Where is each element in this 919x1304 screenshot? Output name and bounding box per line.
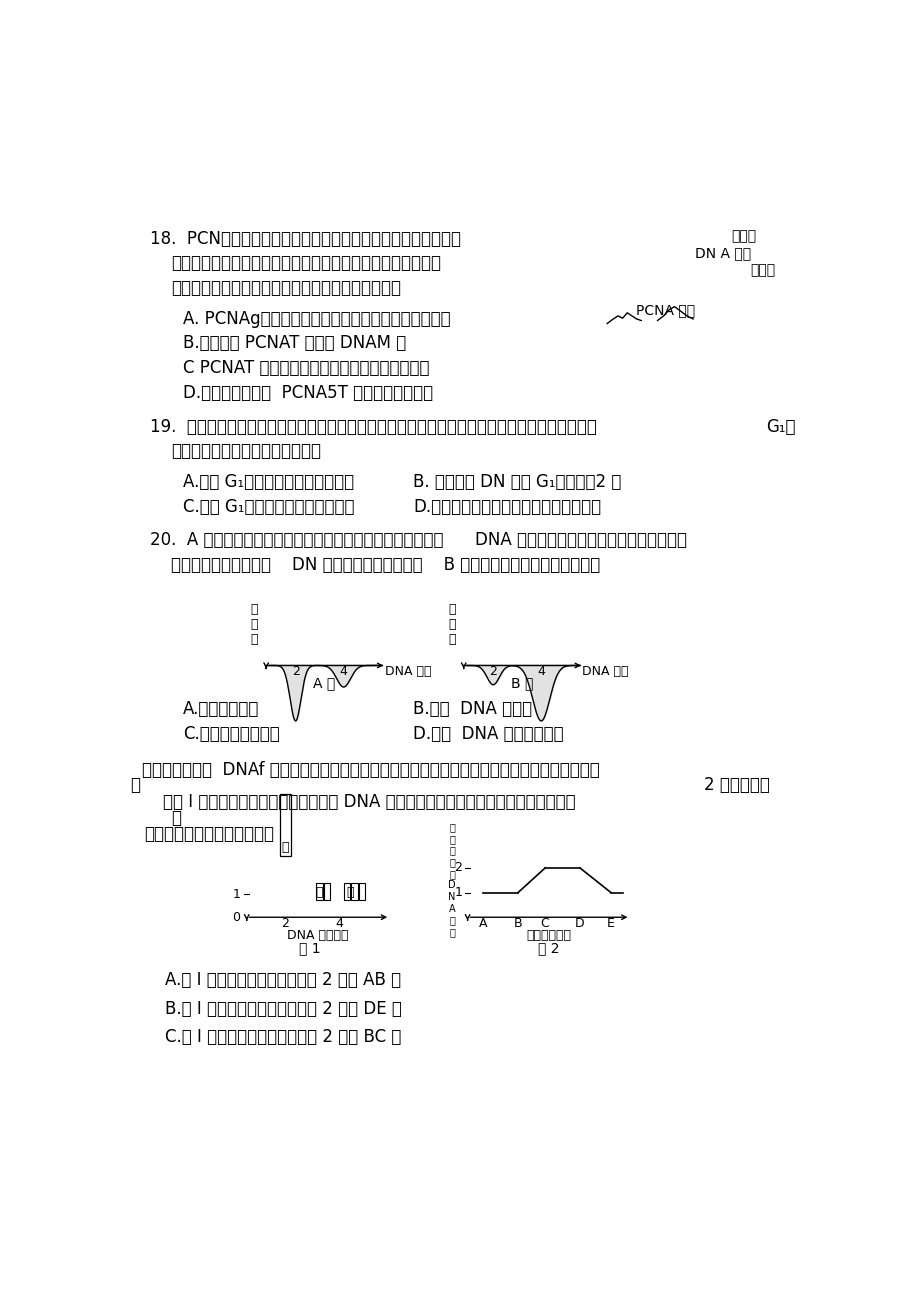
- Text: DN A 含量: DN A 含量: [694, 246, 750, 261]
- Text: 细胞融合后，可能出现的情况是（: 细胞融合后，可能出现的情况是（: [171, 442, 321, 460]
- Text: 1: 1: [454, 887, 461, 898]
- Text: 细
胞
数: 细 胞 数: [448, 604, 456, 647]
- Bar: [316, 883, 323, 900]
- Text: A 图: A 图: [312, 675, 335, 690]
- Bar: [279, 794, 290, 855]
- Text: 4: 4: [537, 665, 545, 678]
- Text: 作为评: 作为评: [750, 263, 775, 278]
- Text: A: A: [479, 917, 487, 930]
- Text: 2: 2: [454, 862, 461, 875]
- Text: 甲: 甲: [281, 841, 289, 854]
- Text: 度在细: 度在细: [731, 230, 755, 244]
- Text: 图 2: 图 2: [538, 941, 559, 956]
- Text: DNA 含量: DNA 含量: [384, 665, 431, 678]
- Text: 19.  分裂期细胞的细胞质中含有一种促进染色质凝集为染色体的物质。将某种动物的分裂期细胞与: 19. 分裂期细胞的细胞质中含有一种促进染色质凝集为染色体的物质。将某种动物的分…: [150, 417, 596, 436]
- Text: 2: 2: [291, 665, 300, 678]
- Text: B 图: B 图: [510, 675, 532, 690]
- Text: 细
胞
数: 细 胞 数: [251, 604, 258, 647]
- Bar: [351, 883, 357, 900]
- Text: D.促进  DNA 匀高度螺旋化: D.促进 DNA 匀高度螺旋化: [413, 725, 563, 743]
- Text: 0: 0: [233, 910, 240, 923]
- Text: B: B: [513, 917, 522, 930]
- Text: 4: 4: [339, 665, 347, 678]
- Text: 20.  A 图表示某种哺乳动物细胞在正常培养时所测得的细胞中      DNA 含量与细胞数的变化。用某种化合物处: 20. A 图表示某种哺乳动物细胞在正常培养时所测得的细胞中 DNA 含量与细胞…: [150, 532, 686, 549]
- Text: D: D: [574, 917, 584, 930]
- Text: A. PCNAg核糖体合成，可能主要在细胞核内发挥作用: A. PCNAg核糖体合成，可能主要在细胞核内发挥作用: [183, 310, 450, 327]
- Text: 18.  PCN幅一类只存在于增殖细胞的阶段性表达的蜗白质，其浓: 18. PCN幅一类只存在于增殖细胞的阶段性表达的蜗白质，其浓: [150, 230, 460, 248]
- Text: A.促进细胞分裂: A.促进细胞分裂: [183, 700, 259, 719]
- Text: 有关图的分析，不正确的是（: 有关图的分析，不正确的是（: [143, 825, 273, 842]
- Text: 理培养着的细胞，结果    DN 處量与细胞数的变化如    B 图所示，该化合物所起的作用是: 理培养着的细胞，结果 DN 處量与细胞数的变化如 B 图所示，该化合物所起的作用…: [171, 556, 599, 574]
- Text: A.图 I 中的乙组细胞全部位于图 2 中的 AB 段: A.图 I 中的乙组细胞全部位于图 2 中的 AB 段: [165, 971, 401, 990]
- Text: B.曲线表明 PCNAT 能辅助 DNAM 制: B.曲线表明 PCNAT 能辅助 DNAM 制: [183, 334, 406, 352]
- Text: ）: ）: [171, 808, 181, 827]
- Text: 1: 1: [233, 888, 240, 901]
- Text: C.图 I 中的丙组细胞全部位于图 2 中的 BC 段: C.图 I 中的丙组细胞全部位于图 2 中的 BC 段: [165, 1028, 402, 1046]
- Text: 卜图 I 所示。根据细胞中每条染色体的 DNA 含量在细胞周期中的变化绘制曲线，如下图: 卜图 I 所示。根据细胞中每条染色体的 DNA 含量在细胞周期中的变化绘制曲线，…: [163, 793, 575, 811]
- Text: 2: 2: [489, 665, 496, 678]
- Text: DNA 相对含量: DNA 相对含量: [287, 928, 348, 941]
- Text: 每
条
染
色
体
D
N
A
含
量: 每 条 染 色 体 D N A 含 量: [448, 823, 456, 936]
- Text: E: E: [607, 917, 614, 930]
- Text: 2 所示。下列: 2 所示。下列: [703, 776, 769, 794]
- Bar: [323, 883, 330, 900]
- Text: 如: 如: [130, 776, 141, 794]
- Text: 4: 4: [335, 917, 344, 930]
- Text: D.融合后两细胞仍按各自的细胞周期运转: D.融合后两细胞仍按各自的细胞周期运转: [413, 498, 601, 515]
- Text: 丙: 丙: [346, 885, 353, 898]
- Text: DNA 含量: DNA 含量: [582, 665, 629, 678]
- Text: 图 1: 图 1: [300, 941, 321, 956]
- Text: A.来自 G₁期细胞的染色质开始复制: A.来自 G₁期细胞的染色质开始复制: [183, 473, 354, 490]
- Text: 2: 2: [281, 917, 289, 930]
- Text: G₁期: G₁期: [766, 417, 795, 436]
- Text: PCNA 谈度: PCNA 谈度: [635, 304, 694, 318]
- Bar: [358, 883, 365, 900]
- Text: D.肝癌病人体内的  PCNA5T 能含量较正常人高: D.肝癌病人体内的 PCNA5T 能含量较正常人高: [183, 383, 433, 402]
- Text: C PCNAT 能与染色体的平均分配到细胞两极有关: C PCNAT 能与染色体的平均分配到细胞两极有关: [183, 359, 429, 377]
- Text: 价细胞增殖状态的一个指标。下列推断错误的是（）: 价细胞增殖状态的一个指标。下列推断错误的是（）: [171, 279, 401, 297]
- Bar: [344, 883, 349, 900]
- Text: 胞周期中呈周期性变化（如图），检测其在细胞中的表达，可: 胞周期中呈周期性变化（如图），检测其在细胞中的表达，可: [171, 254, 440, 273]
- Text: C.抑制紺锥体的形成: C.抑制紺锥体的形成: [183, 725, 279, 743]
- Text: B.抑制  DNA 匀复制: B.抑制 DNA 匀复制: [413, 700, 532, 719]
- Text: C: C: [540, 917, 549, 930]
- Text: B. 融合细胞 DN 哈是 G₁期细胞的2 倍: B. 融合细胞 DN 哈是 G₁期细胞的2 倍: [413, 473, 621, 490]
- Text: 根据每个细胞中  DNAf 对含量不同，将某种连续增殖的动物细胞归为甲、乙、丙三组，每组细胞数: 根据每个细胞中 DNAf 对含量不同，将某种连续增殖的动物细胞归为甲、乙、丙三组…: [142, 762, 599, 778]
- Text: B.图 I 中的甲组细胞全部位于图 2 中的 DE 段: B.图 I 中的甲组细胞全部位于图 2 中的 DE 段: [165, 1000, 402, 1017]
- Text: C.来自 G₁期细胞的染色质开始凝集: C.来自 G₁期细胞的染色质开始凝集: [183, 498, 355, 515]
- Text: 乙: 乙: [315, 885, 323, 898]
- Text: 细胞分裂时期: 细胞分裂时期: [526, 928, 571, 941]
